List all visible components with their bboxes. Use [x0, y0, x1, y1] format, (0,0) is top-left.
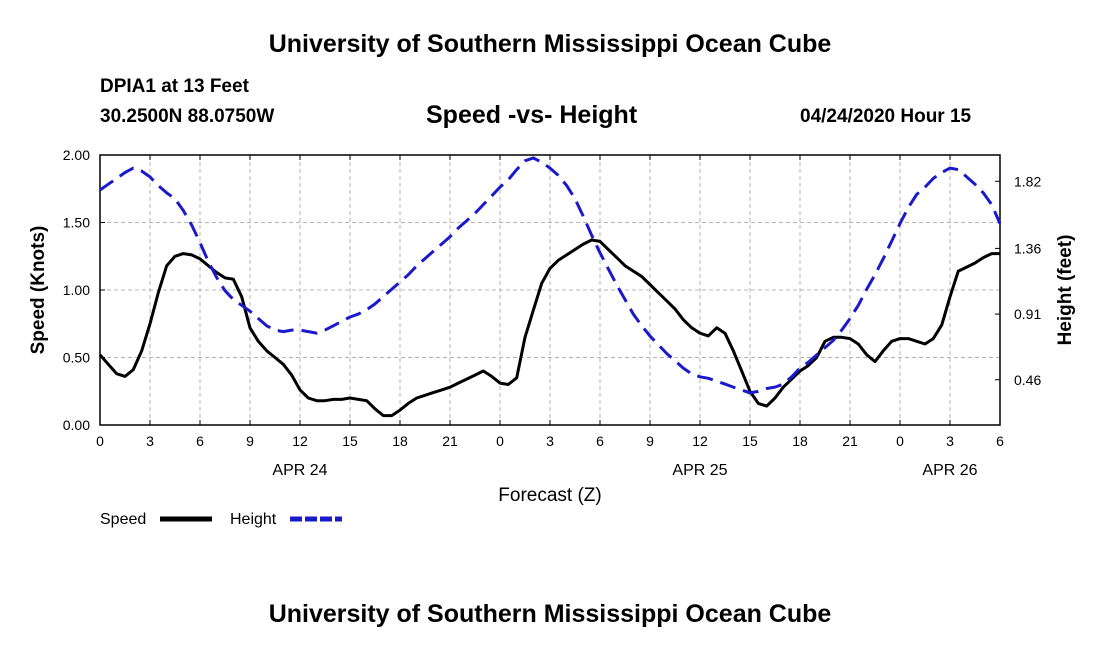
x-tick-label: 6 — [596, 433, 604, 449]
x-tick-label: 15 — [342, 433, 358, 449]
page-title-bottom: University of Southern Mississippi Ocean… — [268, 600, 832, 628]
date-label: APR 25 — [672, 462, 727, 479]
date-label: APR 24 — [272, 462, 327, 479]
y2-tick-label: 1.36 — [1014, 240, 1041, 256]
x-tick-label: 0 — [496, 433, 504, 449]
speed-series-line — [98, 238, 1000, 418]
plot-frame — [99, 154, 1001, 426]
x-tick-label: 3 — [146, 433, 154, 449]
x-tick-label: 9 — [646, 433, 654, 449]
x-tick-label: 15 — [742, 433, 758, 449]
legend-label-height: Height — [230, 511, 277, 528]
y2-tick-label: 0.46 — [1014, 372, 1041, 388]
legend-label-speed: Speed — [100, 511, 146, 528]
y-tick-label: 1.50 — [63, 215, 90, 231]
x-axis-title: Forecast (Z) — [498, 485, 601, 506]
page-title-top: University of Southern Mississippi Ocean… — [268, 30, 832, 58]
station-label: DPIA1 at 13 Feet — [100, 76, 249, 97]
x-tick-label: 3 — [546, 433, 554, 449]
x-tick-label: 18 — [392, 433, 408, 449]
x-tick-label: 9 — [246, 433, 254, 449]
height-series-line — [99, 156, 1002, 395]
y2-axis-title: Height (feet) — [1055, 235, 1076, 346]
x-tick-label: 0 — [96, 433, 104, 449]
x-tick-label: 12 — [292, 433, 308, 449]
forecast-datetime: 04/24/2020 Hour 15 — [800, 106, 972, 127]
y-axis-title: Speed (Knots) — [28, 226, 49, 355]
coordinates-label: 30.2500N 88.0750W — [100, 106, 275, 127]
x-tick-label: 12 — [692, 433, 708, 449]
y2-tick-label: 0.91 — [1014, 306, 1041, 322]
date-label: APR 26 — [922, 462, 977, 479]
x-tick-label: 21 — [842, 433, 858, 449]
y-tick-label: 0.00 — [63, 417, 90, 433]
x-tick-label: 21 — [442, 433, 458, 449]
y-tick-label: 2.00 — [63, 147, 90, 163]
x-tick-label: 18 — [792, 433, 808, 449]
x-tick-label: 3 — [946, 433, 954, 449]
chart-title: Speed -vs- Height — [426, 101, 638, 129]
y2-tick-label: 1.82 — [1014, 173, 1041, 189]
y-tick-label: 0.50 — [63, 350, 90, 366]
y-tick-label: 1.00 — [63, 282, 90, 298]
x-tick-label: 6 — [996, 433, 1004, 449]
x-tick-label: 6 — [196, 433, 204, 449]
x-tick-label: 0 — [896, 433, 904, 449]
